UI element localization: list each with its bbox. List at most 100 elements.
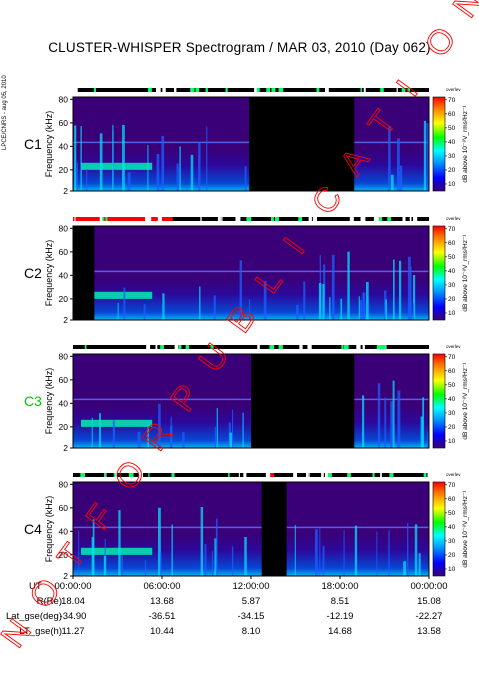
y-axis-label: Frequency (kHz) [44, 111, 54, 178]
status-bar-mark [389, 473, 394, 477]
colorbar-label: dB above 10⁻⁸V_rms²Hz⁻¹ [462, 234, 469, 312]
status-bar-mark [308, 473, 310, 477]
status-bar-mark [275, 217, 279, 221]
colorbar-tick-label: 40 [448, 139, 456, 146]
status-bar-mark [362, 345, 365, 349]
emission-streak [215, 518, 218, 576]
status-bar-mark [246, 217, 252, 221]
emission-streak [263, 280, 267, 320]
status-bar-mark [293, 473, 298, 477]
y-tick-label: 20 [59, 422, 69, 432]
y-axis-label: Frequency (kHz) [44, 496, 54, 563]
emission-streak [319, 527, 321, 576]
colorbar-tick-label: 60 [448, 111, 456, 118]
colorbar-tick-label: 10 [448, 310, 456, 317]
emission-streak [213, 295, 216, 320]
y-tick-label: 2 [63, 186, 68, 196]
emission-streak [362, 395, 365, 448]
colorbar-tick-label: 30 [448, 153, 456, 160]
status-bar-mark [74, 217, 76, 221]
panel-c2: overlev 80 60 40 20 2 Frequency (kHz)C2 70 60 50 4… [24, 216, 469, 325]
status-bar-mark [377, 217, 383, 221]
status-bar-mark [146, 345, 151, 349]
emission-streak [231, 546, 234, 576]
emission-streak [91, 417, 93, 448]
status-bar-mark [156, 88, 161, 92]
status-bar-mark [205, 88, 208, 92]
colorbar-tick-label: 20 [448, 552, 456, 559]
emission-streak [384, 290, 387, 320]
emission-streak [216, 408, 218, 448]
status-bar-mark [427, 473, 431, 477]
status-bar-base [73, 345, 429, 349]
emission-streak [244, 166, 247, 191]
panel-c3: overlev 80 60 40 20 2 Frequency (kHz)C3 70 60 50 4… [24, 344, 469, 453]
emission-streak [418, 553, 421, 576]
ephemeris-label: LT_gse(h) [19, 626, 62, 637]
panel-c4: overlev 80 60 40 20 2 Frequency (kHz)C4 70 60 50 4… [24, 472, 469, 581]
emission-streak [198, 141, 201, 191]
x-tick-label: 00:00:00 [411, 581, 448, 592]
emission-streak [229, 432, 233, 448]
status-bar-flag [73, 217, 173, 221]
colorbar-tick-label: 10 [448, 566, 456, 573]
status-bar-mark [84, 345, 87, 349]
emission-streak [99, 133, 103, 191]
status-bar-mark [396, 88, 398, 92]
colorbar-scale [432, 96, 446, 192]
emission-streak [99, 413, 101, 448]
emission-streak [426, 123, 429, 191]
emission-streak [171, 524, 173, 576]
emission-streak [147, 145, 149, 191]
colorbar-label: dB above 10⁻⁸V_rms²Hz⁻¹ [462, 362, 469, 440]
y-tick-label: 2 [63, 315, 68, 325]
emission-streak [74, 125, 77, 191]
colorbar-tick-label: 40 [448, 396, 456, 403]
emission-streak [122, 124, 125, 191]
emission-streak [137, 431, 141, 448]
status-bar-mark [380, 473, 382, 477]
data-gap [249, 97, 355, 191]
low-frequency-band [73, 277, 429, 320]
emission-streak [211, 550, 213, 576]
status-bar-mark [376, 345, 382, 349]
emission-line [73, 526, 429, 529]
status-bar-mark [305, 473, 308, 477]
emission-streak [377, 383, 381, 448]
status-bar-mark [380, 345, 383, 349]
status-bar-mark [93, 88, 96, 92]
status-bar-mark [174, 345, 179, 349]
panel-label: C1 [24, 136, 42, 152]
colorbar-tick-label: 10 [448, 181, 456, 188]
ephemeris-value: -12.19 [327, 611, 354, 622]
emission-streak [422, 397, 425, 448]
status-bar-mark [115, 473, 118, 477]
emission-streak [169, 425, 173, 448]
spectrogram-c4 [72, 481, 430, 577]
colorbar: 70 60 50 40 30 20 10 dB above 10⁻⁸V_rms²Hz⁻¹ [432, 353, 469, 449]
emission-streak [206, 126, 208, 191]
y-tick-label: 20 [59, 165, 69, 175]
colorbar-tick-label: 70 [448, 482, 456, 489]
colorbar-scale [432, 481, 446, 577]
status-bar-mark [360, 88, 362, 92]
colorbar-tick-label: 70 [448, 226, 456, 233]
status-bar-mark [99, 217, 103, 221]
emission-streak [147, 427, 149, 448]
emission-streak [397, 390, 401, 448]
watermark-letter: O [417, 20, 463, 64]
status-bar-mark [256, 88, 260, 92]
emission-streak [239, 260, 243, 320]
status-bar-mark [316, 88, 320, 92]
emission-streak [121, 555, 124, 576]
ephemeris-value: -22.27 [416, 611, 443, 622]
watermark-letter: N [446, 0, 479, 25]
status-bar-mark [171, 473, 175, 477]
x-tick-label: 12:00:00 [233, 581, 270, 592]
colorbar-label: dB above 10⁻⁸V_rms²Hz⁻¹ [462, 105, 469, 183]
colorbar: 70 60 50 40 30 20 10 dB above 10⁻⁸V_rms²Hz⁻¹ [432, 96, 469, 192]
status-bar-mark [380, 88, 384, 92]
colorbar-tick-label: 60 [448, 240, 456, 247]
emission-streak [392, 380, 395, 448]
ephemeris-value: -36.51 [149, 611, 176, 622]
